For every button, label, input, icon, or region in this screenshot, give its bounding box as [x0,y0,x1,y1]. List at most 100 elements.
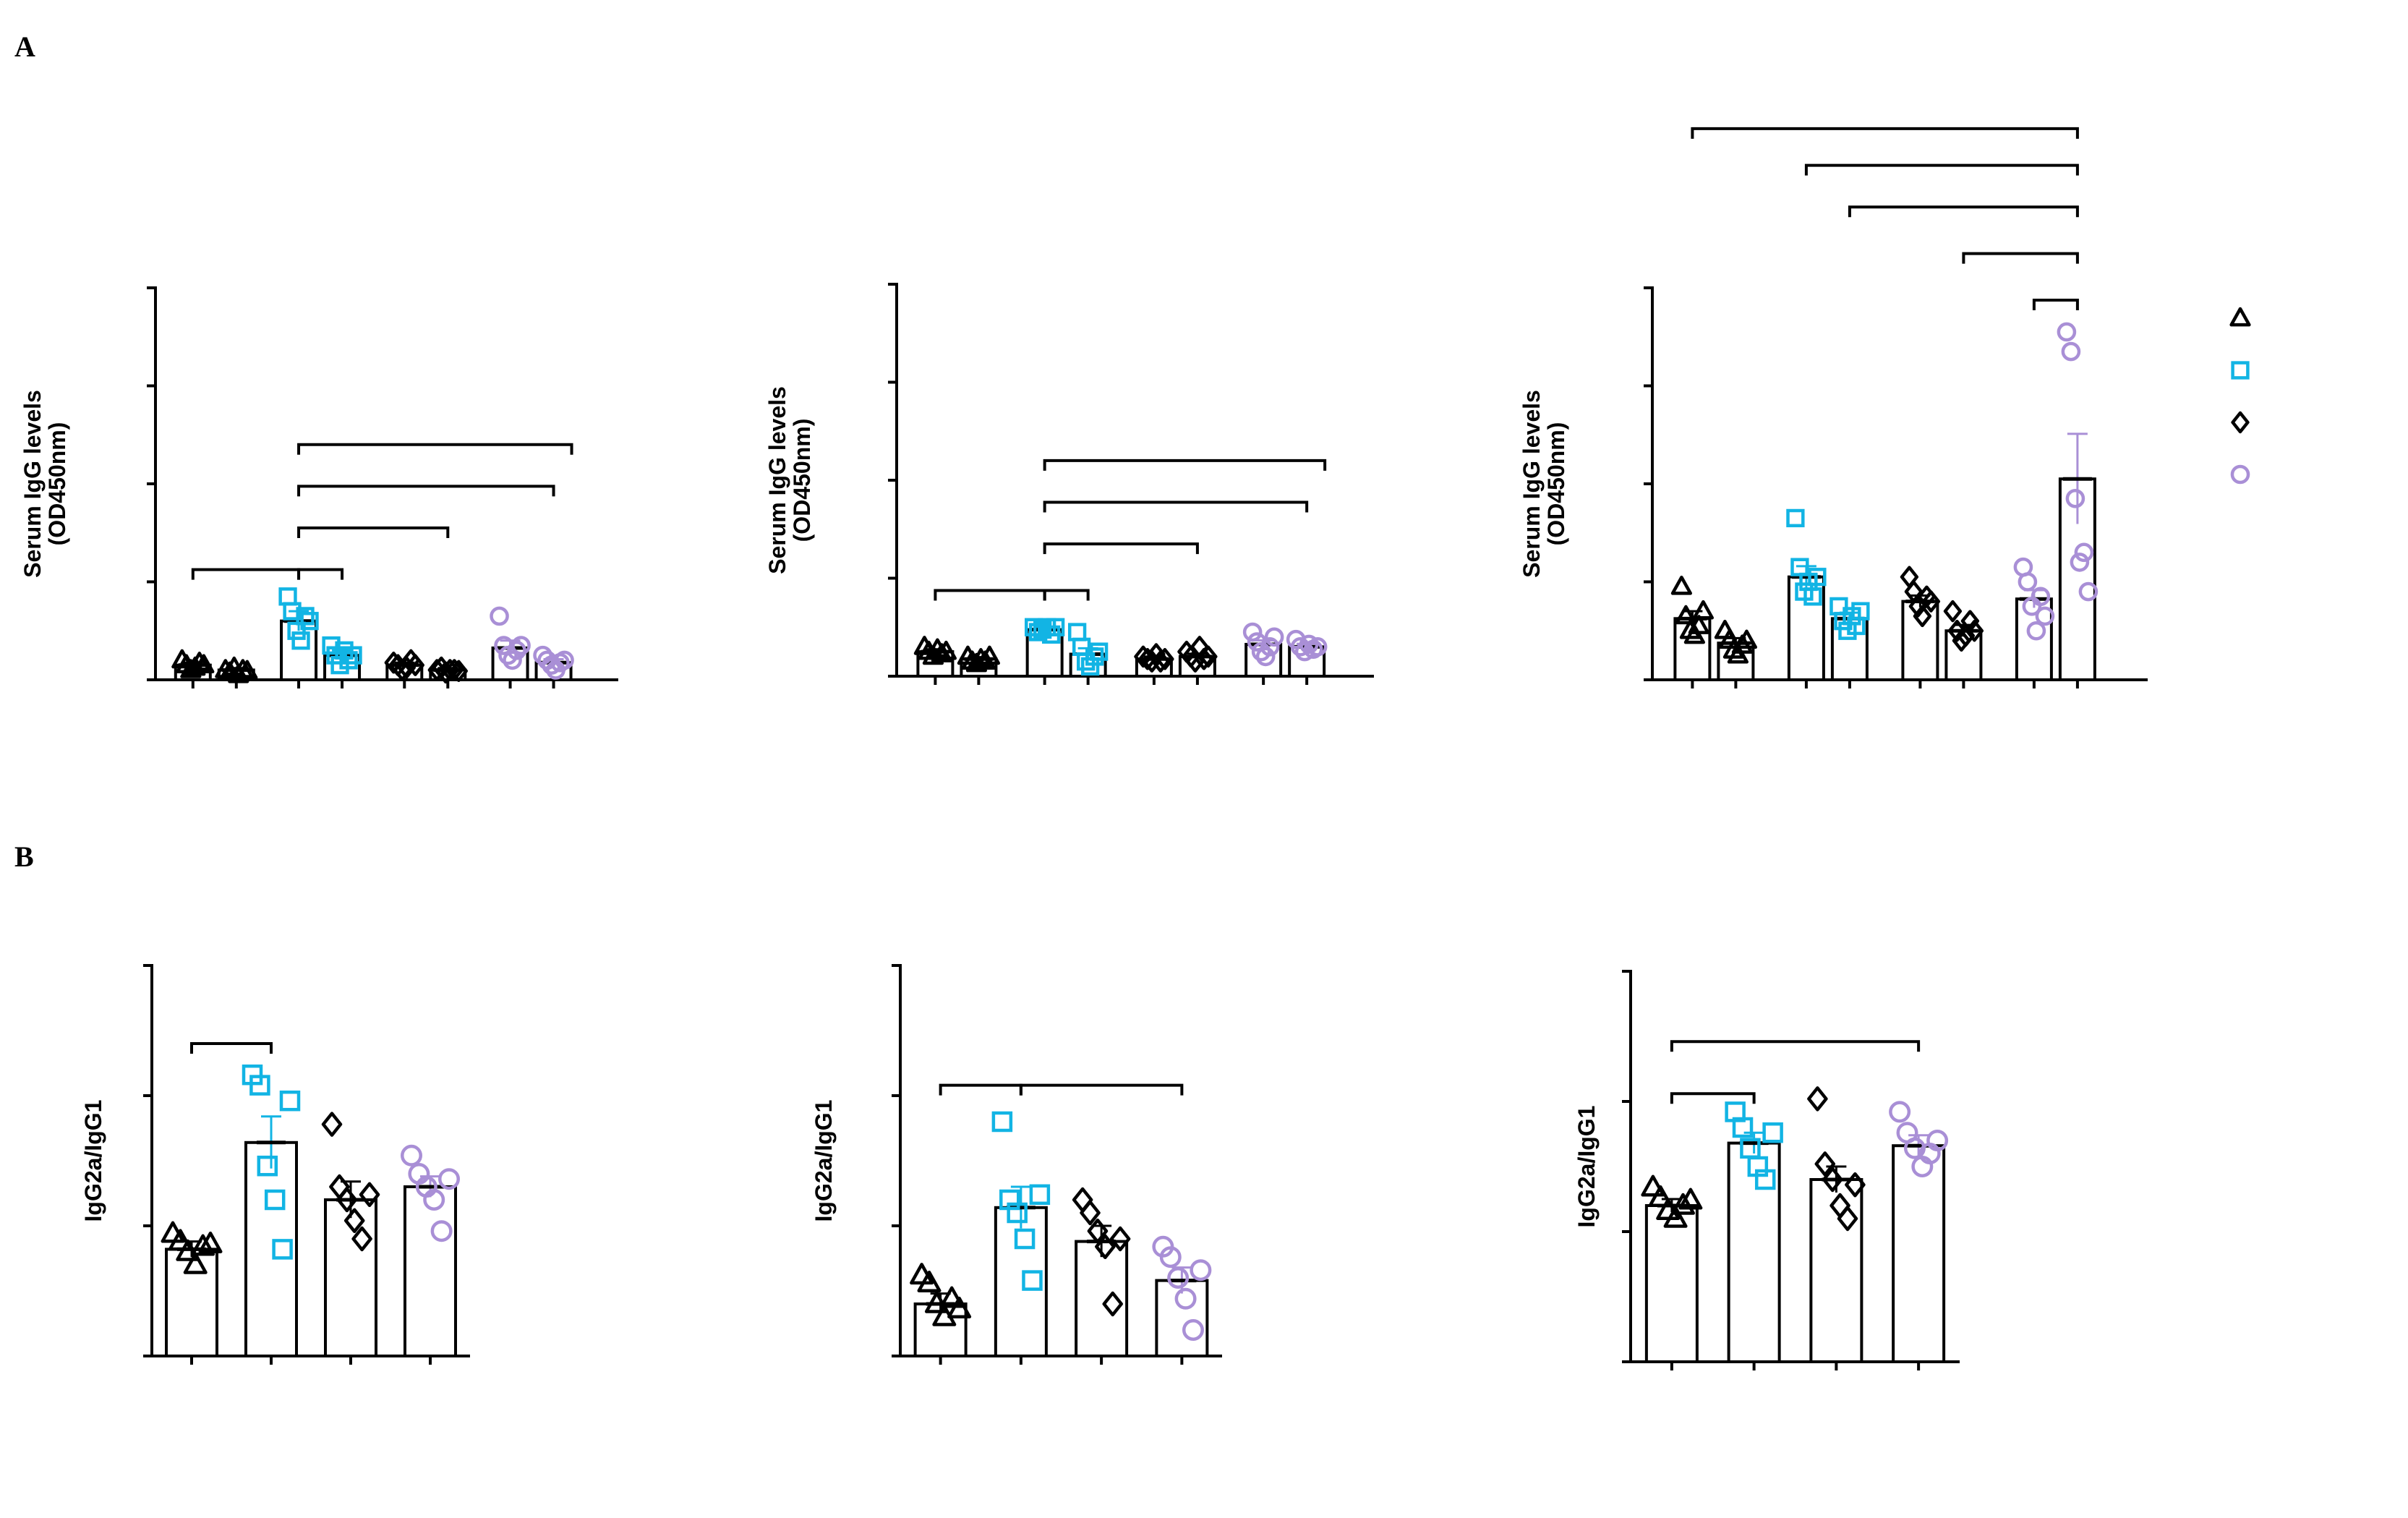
data-point [168,1229,192,1251]
data-point [2074,542,2094,563]
legend-marker-triangle [2229,307,2251,327]
data-point [193,654,215,674]
bar [244,1140,298,1358]
panel-label-b: B [14,840,34,873]
data-point [1080,1200,1101,1226]
data-point [507,641,526,660]
data-point [1965,620,1984,642]
data-point [401,1144,422,1167]
y-axis-label: Serum IgG levels(OD450nm) [1519,390,1569,578]
y-axis-label-line: IgG2a/IgG1 [80,1100,106,1222]
data-point [1264,627,1284,647]
data-point [343,1208,365,1234]
data-point [939,1286,964,1308]
data-point [1068,623,1087,641]
bar [1644,1204,1699,1363]
data-point [321,1112,343,1137]
data-point [1190,1259,1212,1282]
data-point [991,1111,1013,1133]
data-point [2018,572,2038,592]
data-point [1732,1117,1754,1138]
data-point [1242,622,1263,642]
data-point [1913,605,1932,628]
data-point [1803,587,1822,606]
data-point [1947,620,1967,642]
data-point [2061,341,2081,362]
data-point [1926,1130,1949,1151]
y-axis-label-line: IgG2a/IgG1 [1574,1106,1600,1228]
significance-bracket [2032,298,2079,310]
data-point [423,1189,445,1211]
data-point [1046,618,1065,636]
data-point [1956,624,1976,647]
significance-bracket [297,568,344,580]
data-point [1102,1291,1123,1317]
chart-b-anti-ae: IgG2a/IgG1 [80,964,470,1365]
data-point [322,636,341,655]
y-axis-label: IgG2a/IgG1 [80,1100,106,1222]
data-point [503,650,522,670]
legend-marker-circle [2230,464,2250,485]
bar [324,1198,377,1357]
bar [1727,1141,1781,1363]
significance-bracket [191,568,301,580]
bar [165,1248,218,1358]
data-point [445,659,464,681]
significance-bracket [1670,1040,1921,1052]
significance-bracket [934,589,1046,601]
chart-a-anti-ae: Serum IgG levels(OD450nm) [20,286,618,688]
data-point [1174,1287,1197,1310]
significance-bracket [297,526,450,538]
y-axis-label-line: Serum IgG levels [20,390,46,578]
data-point [359,1182,380,1208]
data-point [511,636,531,655]
y-axis-label: Serum IgG levels(OD450nm) [20,390,70,578]
y-axis-label-line: (OD450nm) [1543,422,1569,546]
data-point [555,650,574,670]
significance-bracket [939,1083,1022,1096]
chart-b-anti-bcg-wcl: IgG2a/IgG1 [1574,970,1960,1370]
data-point [2026,621,2046,641]
data-point [351,1226,372,1252]
data-point [1199,645,1218,668]
data-point [1822,1167,1843,1193]
significance-bracket [1043,500,1309,513]
chart-b-anti-r2: IgG2a/IgG1 [811,964,1222,1365]
panel-label-a: A [14,30,35,63]
data-point [406,654,424,676]
data-point [1260,637,1280,657]
data-point [257,1155,278,1177]
y-axis-label-line: (OD450nm) [44,422,70,546]
data-point [1845,1172,1866,1198]
data-point [1943,600,1963,623]
data-point [249,1075,270,1096]
data-point [1807,1086,1828,1112]
data-point [1014,1228,1036,1250]
data-point [1195,648,1213,670]
data-point [1889,1101,1911,1123]
significance-bracket [1670,1092,1756,1104]
data-point [1090,642,1109,661]
significance-bracket [297,443,573,455]
bar [1892,1144,1946,1363]
data-point [2057,322,2077,342]
data-point [1182,1319,1204,1341]
data-point [1085,647,1104,666]
data-point [2078,581,2099,602]
y-axis-label: IgG2a/IgG1 [1574,1106,1600,1228]
data-point [438,1168,460,1190]
data-point [279,1090,301,1112]
data-point [1255,647,1276,667]
data-point [2070,553,2090,572]
legend [2229,307,2251,485]
data-point [1678,1187,1703,1210]
data-point [1670,1193,1695,1215]
significance-bracket [1043,589,1090,601]
data-point [189,652,210,671]
data-point [931,643,952,662]
significance-bracket [1691,127,2079,139]
legend-marker-square [2231,361,2250,380]
significance-bracket [1804,163,2079,176]
data-point [1299,634,1319,654]
data-point [1087,1218,1109,1244]
